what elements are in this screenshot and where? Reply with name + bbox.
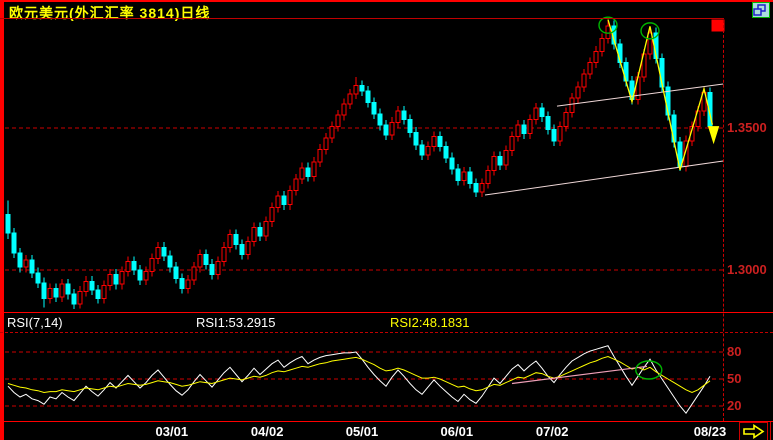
rsi-params-label: RSI(7,14) [7,315,63,330]
rsi1-value-label: RSI1:53.2915 [196,315,276,330]
x-axis-date-label: 04/02 [250,424,284,439]
indicator-header: RSI(7,14) RSI1:53.2915 RSI2:48.1831 [4,314,773,332]
x-axis: 03/01 04/02 05/01 06/01 07/02 08/23 [0,423,736,440]
x-axis-date-label: 08/23 [693,424,727,439]
rsi-panel-divider [0,421,773,422]
x-axis-date-label: 03/01 [155,424,189,439]
main-panel-divider [0,312,773,313]
window-top-border [0,0,773,2]
window-left-border [0,0,4,440]
x-axis-date-label: 07/02 [535,424,569,439]
x-axis-date-label: 05/01 [345,424,379,439]
indicator-header-divider [0,332,773,333]
chart-title: 欧元美元(外汇汇率 3814)日线 [9,5,211,21]
rsi2-value-label: RSI2:48.1831 [390,315,470,330]
next-page-button[interactable] [739,422,768,440]
next-page-arrow-icon [743,424,765,439]
bottom-right-divider [770,422,771,440]
restore-window-icon[interactable] [752,2,770,18]
x-axis-date-label: 06/01 [440,424,474,439]
title-divider [0,18,724,19]
title-bar: 欧元美元(外汇汇率 3814)日线 [4,2,773,21]
right-axis-line [723,20,725,421]
chart-marker [711,19,725,32]
